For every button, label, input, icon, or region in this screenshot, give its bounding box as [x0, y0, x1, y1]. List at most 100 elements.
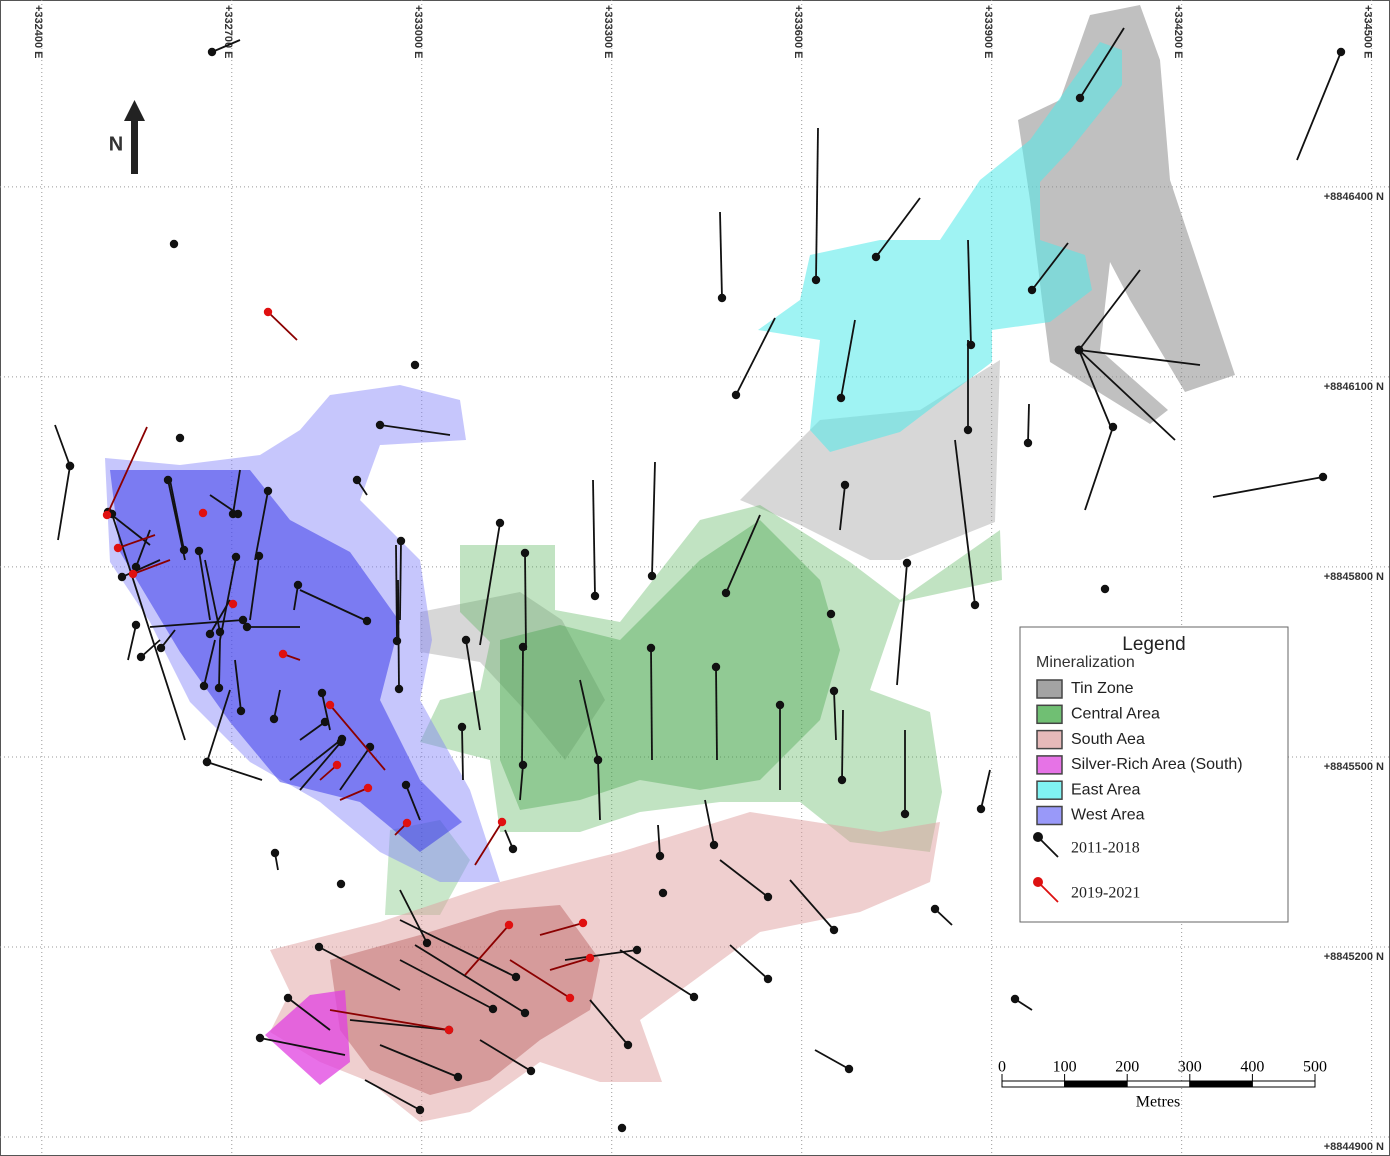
drill-collar	[526, 1066, 536, 1076]
drill-trace	[719, 859, 769, 898]
drill-trace	[1078, 349, 1176, 441]
drill-trace	[132, 559, 171, 575]
drill-trace	[729, 944, 769, 980]
northing-label: +8846400 N	[1324, 191, 1384, 203]
drill-trace	[704, 799, 715, 846]
drill-trace	[896, 562, 908, 686]
drill-trace	[293, 584, 299, 611]
drill-collar	[194, 546, 204, 556]
drill-collar	[102, 510, 112, 520]
drill-collar	[658, 888, 668, 898]
drill-collar	[263, 307, 273, 317]
drill-collar	[314, 942, 324, 952]
drill-collar	[263, 486, 273, 496]
drill-trace	[954, 439, 976, 606]
drill-trace	[127, 624, 137, 661]
legend-hole-collar	[1033, 832, 1043, 842]
drill-trace	[318, 946, 401, 991]
drill-collar	[352, 475, 362, 485]
drill-collar	[317, 688, 327, 698]
drill-trace	[650, 647, 653, 761]
drill-trace	[539, 922, 584, 936]
drill-trace	[789, 879, 835, 931]
legend-label: Silver-Rich Area (South)	[1071, 756, 1243, 773]
drill-trace	[117, 534, 156, 549]
drill-trace	[219, 556, 237, 641]
drill-trace	[395, 544, 398, 642]
drill-trace	[967, 239, 972, 346]
drill-trace	[329, 704, 386, 771]
drill-trace	[814, 1049, 850, 1070]
scale-tick-label: 200	[1115, 1059, 1139, 1076]
drill-collar	[1010, 994, 1020, 1004]
drill-collar	[902, 558, 912, 568]
drill-collar	[214, 683, 224, 693]
drill-collar	[401, 780, 411, 790]
drill-collar	[1100, 584, 1110, 594]
northing-label: +8845800 N	[1324, 571, 1384, 583]
drill-collar	[394, 684, 404, 694]
drill-holes	[54, 27, 1346, 1133]
drill-collar	[410, 360, 420, 370]
drill-collar	[775, 700, 785, 710]
drill-collar	[623, 1040, 633, 1050]
drill-collar	[689, 992, 699, 1002]
drill-collar	[163, 475, 173, 485]
drill-collar	[128, 569, 138, 579]
drill-collar	[1075, 93, 1085, 103]
drill-trace	[198, 550, 211, 621]
scale-tick-label: 500	[1303, 1059, 1327, 1076]
drill-trace	[379, 424, 451, 436]
drill-trace	[1079, 27, 1125, 99]
drill-collar	[646, 643, 656, 653]
drill-collar	[1027, 285, 1037, 295]
drill-collar	[156, 643, 166, 653]
easting-label: +333900 E	[982, 5, 994, 59]
drill-trace	[1084, 426, 1114, 511]
legend-swatch	[1036, 729, 1063, 750]
drill-trace	[299, 741, 342, 791]
drill-trace	[206, 761, 263, 781]
drill-collar	[826, 609, 836, 619]
drill-collar	[565, 993, 575, 1003]
drill-trace	[564, 949, 638, 961]
drill-trace	[218, 639, 221, 689]
drill-collar	[205, 629, 215, 639]
drill-collar	[829, 925, 839, 935]
drill-collar	[811, 275, 821, 285]
drill-trace	[509, 959, 571, 999]
easting-label: +334200 E	[1172, 5, 1184, 59]
legend-swatch	[1036, 679, 1063, 699]
drill-collar	[871, 252, 881, 262]
drill-trace	[234, 659, 242, 712]
north-arrow: N	[109, 100, 145, 174]
drill-collar	[422, 938, 432, 948]
scale-label: Metres	[1136, 1094, 1180, 1111]
legend-title: Legend	[1122, 634, 1185, 655]
tin-zone	[740, 360, 1000, 560]
drill-collar	[711, 662, 721, 672]
drill-collar	[1336, 47, 1346, 57]
drill-collar	[497, 817, 507, 827]
drill-collar	[593, 755, 603, 765]
drill-trace	[299, 721, 326, 741]
drill-trace	[379, 1044, 459, 1078]
drill-trace	[839, 484, 846, 531]
drill-trace	[211, 39, 241, 53]
legend-label: South Aea	[1071, 731, 1145, 748]
south-area	[270, 812, 940, 1122]
drill-collar	[520, 1008, 530, 1018]
legend-label: 2019-2021	[1071, 885, 1140, 902]
legend-label: East Area	[1071, 781, 1140, 798]
drill-trace	[140, 639, 161, 658]
drill-collar	[721, 588, 731, 598]
drill-trace	[57, 465, 71, 541]
easting-label: +333000 E	[412, 5, 424, 59]
drill-trace	[465, 639, 481, 731]
drill-trace	[474, 821, 503, 866]
drill-trace	[579, 679, 599, 761]
legend-label: West Area	[1071, 807, 1145, 824]
drill-collar	[131, 620, 141, 630]
drill-collar	[585, 953, 595, 963]
